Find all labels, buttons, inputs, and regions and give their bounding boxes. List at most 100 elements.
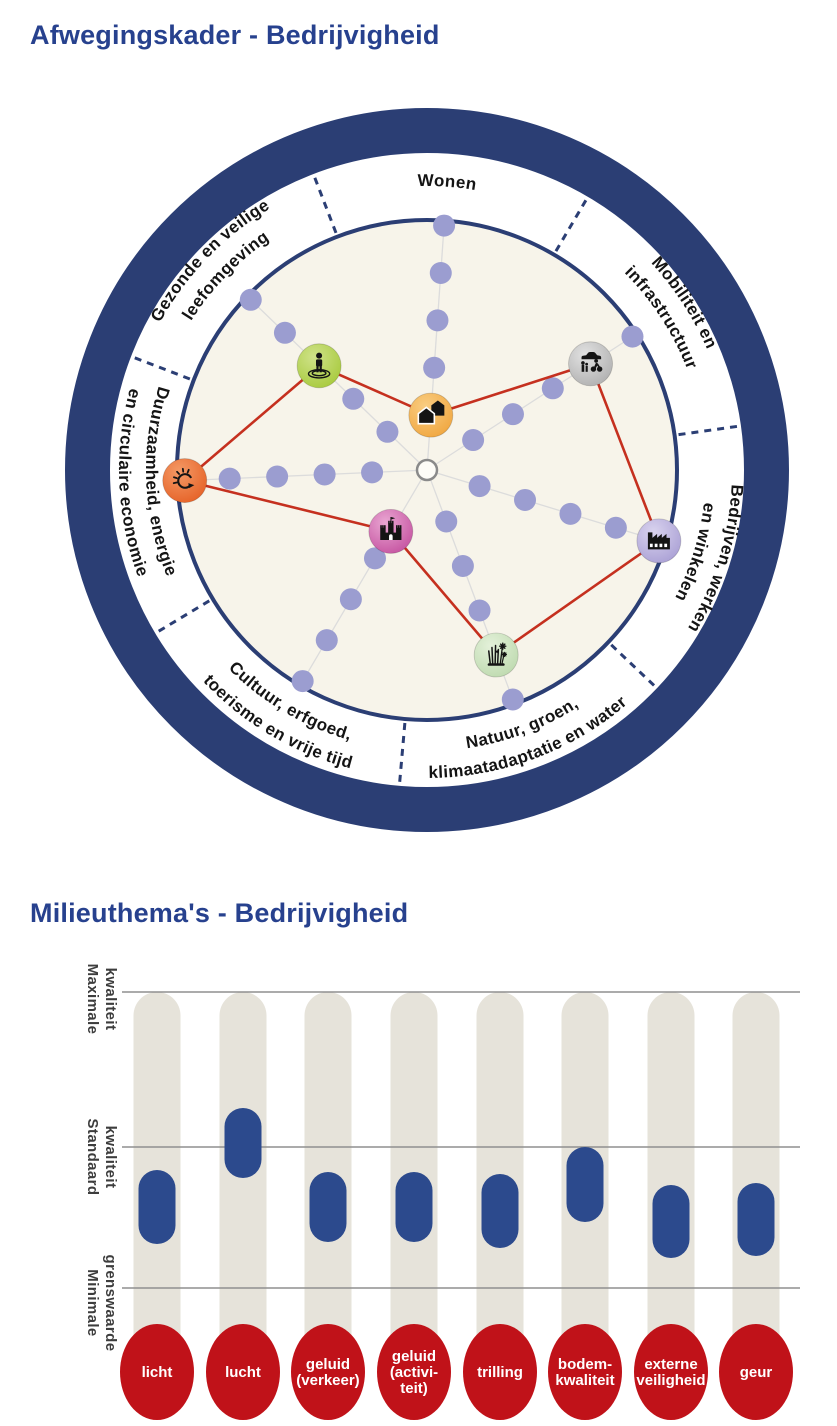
level-dot (339, 588, 362, 611)
category-label-line: kwaliteit (555, 1372, 614, 1389)
sector-separator-line (131, 355, 191, 381)
theme-marker-bedrijven-werken-en-winkelen (636, 518, 682, 564)
category-label-geluid-activiteit: geluid (activi-teit) (390, 1348, 438, 1397)
theme-marker-gezonde-en-veilige-leefomgeving (296, 343, 342, 389)
relation-polygon (183, 362, 661, 657)
sector-separator-line (554, 196, 589, 252)
category-label-line: licht (142, 1364, 173, 1381)
level-dot (291, 670, 314, 693)
category-bubble-externe-veiligheid (634, 1324, 708, 1420)
theme-marker-natuur-groen-klimaatadaptatie-en-water (473, 632, 519, 678)
category-bubble-geur (719, 1324, 793, 1420)
category-label-line: geluid (392, 1348, 436, 1365)
value-band-licht (138, 1170, 176, 1244)
level-dot (501, 688, 524, 711)
level-dot (462, 429, 485, 452)
category-label-trilling: trilling (477, 1364, 523, 1381)
level-dot (501, 403, 524, 426)
value-band-geur (737, 1183, 775, 1256)
category-label-line: geluid (306, 1356, 350, 1373)
category-bubble-geluid-verkeer (291, 1324, 365, 1420)
level-dot (541, 377, 564, 400)
sector-label-wonen: Wonen (418, 171, 479, 194)
category-label-line: externe (644, 1356, 697, 1373)
category-label-line: teit) (400, 1380, 428, 1397)
category-label-licht: licht (142, 1364, 173, 1381)
level-dot (468, 599, 491, 622)
y-axis-label: Standaard (84, 1119, 101, 1196)
y-axis-label: Minimale (84, 1269, 101, 1336)
y-axis-label: grenswaarde (102, 1255, 119, 1352)
theme-marker-cultuur-erfgoed-toerisme-en-vrije-tijd (368, 508, 414, 554)
category-label-line: (verkeer) (296, 1372, 359, 1389)
y-axis-label: kwaliteit (102, 968, 119, 1031)
level-dot (239, 288, 262, 311)
wheel-outer-ring (65, 108, 789, 832)
category-label-line: lucht (225, 1364, 261, 1381)
level-dot (451, 555, 474, 578)
sector-separator-line (312, 174, 338, 234)
level-dot (376, 420, 399, 443)
sector-separator-line (397, 722, 407, 785)
level-dot (514, 488, 537, 511)
category-bubble-geluid-activiteit (377, 1324, 451, 1420)
level-dot (621, 325, 644, 348)
theme-marker-wonen (408, 392, 454, 438)
category-bubble-lucht (206, 1324, 280, 1420)
level-dot (604, 516, 627, 539)
level-dot (429, 261, 452, 284)
level-dot (426, 309, 449, 332)
afwegingskader-wheel: Gezonde en veiligeleefomgevingWonenMobil… (65, 108, 789, 832)
y-axis-label: Maximale (84, 964, 101, 1035)
level-dot (266, 465, 289, 488)
category-label-bodemkwaliteit: bodem-kwaliteit (555, 1356, 614, 1389)
level-dot (313, 463, 336, 486)
level-dot (361, 461, 384, 484)
value-band-geluid-verkeer (309, 1172, 347, 1242)
category-label-line: bodem- (558, 1356, 612, 1373)
sector-separator-line (610, 643, 658, 689)
level-dot (559, 502, 582, 525)
duurzaamheid-energie-en-circulaire-economie-circle (162, 458, 208, 503)
sector-separator-line (155, 599, 211, 635)
level-dot (423, 356, 446, 379)
wheel-center-node (415, 458, 439, 482)
level-dot (468, 475, 491, 498)
value-band-bodemkwaliteit (566, 1147, 604, 1222)
category-label-externe-veiligheid: externe veiligheid (636, 1356, 705, 1389)
category-bubble-trilling (463, 1324, 537, 1420)
category-label-line: (activi- (390, 1364, 438, 1381)
category-bubble-licht (120, 1324, 194, 1420)
level-dot (273, 321, 296, 344)
category-label-line: geur (740, 1364, 773, 1381)
theme-marker-mobiliteit-en-infrastructuur (568, 341, 613, 387)
chart-title: Milieuthema's - Bedrijvigheid (30, 898, 409, 928)
page-title: Afwegingskader - Bedrijvigheid (30, 20, 440, 50)
value-band-geluid-activiteit (395, 1172, 433, 1242)
sector-label-text: Wonen (418, 171, 478, 194)
level-dot (342, 387, 365, 410)
level-dot (435, 510, 458, 533)
level-dot (315, 629, 338, 652)
category-label-geur: geur (740, 1364, 773, 1381)
value-band-trilling (481, 1174, 519, 1248)
category-label-line: veiligheid (636, 1372, 705, 1389)
sector-separator-line (678, 424, 741, 437)
value-band-externe-veiligheid (652, 1185, 690, 1258)
category-label-line: trilling (477, 1364, 523, 1381)
natuur-groen-klimaatadaptatie-en-water-circle (473, 632, 519, 678)
category-label-lucht: lucht (225, 1364, 261, 1381)
mobiliteit-en-infrastructuur-circle (568, 341, 613, 387)
level-dot (218, 467, 241, 490)
category-label-geluid-verkeer: geluid (verkeer) (296, 1356, 359, 1389)
level-dot (363, 547, 386, 570)
theme-marker-duurzaamheid-energie-en-circulaire-economie (162, 458, 208, 503)
scale-column-lucht (219, 992, 267, 1395)
y-axis-label: kwaliteit (102, 1126, 119, 1189)
value-band-lucht (224, 1108, 262, 1178)
category-bubble-bodemkwaliteit (548, 1324, 622, 1420)
level-dot (433, 214, 456, 237)
